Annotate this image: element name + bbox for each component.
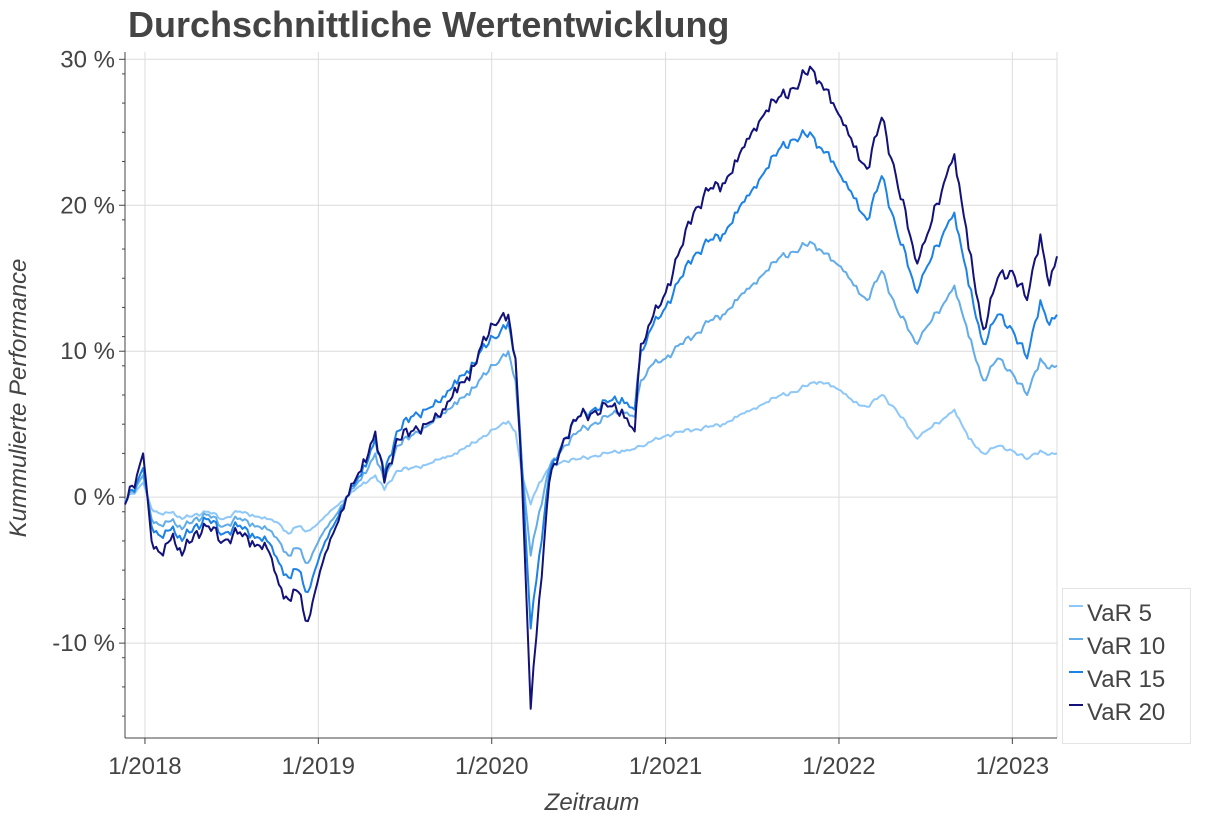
axes <box>119 52 1057 744</box>
x-axis-title: Zeitraum <box>544 789 640 816</box>
grid-lines <box>125 52 1058 738</box>
x-tick-label: 1/2020 <box>455 753 528 780</box>
series-line-var5 <box>124 380 1058 535</box>
legend-label: VaR 10 <box>1087 633 1166 660</box>
series-line-var20 <box>124 65 1058 710</box>
legend-swatch <box>1069 704 1083 706</box>
series-lines <box>124 65 1058 710</box>
legend-item-var20[interactable]: VaR 20 <box>1069 698 1165 728</box>
x-tick-label: 1/2019 <box>282 753 355 780</box>
legend-swatch <box>1069 671 1083 673</box>
x-tick-label: 1/2022 <box>802 753 875 780</box>
legend-swatch <box>1069 605 1083 607</box>
legend-item-var5[interactable]: VaR 5 <box>1069 599 1152 629</box>
legend-label: VaR 5 <box>1087 600 1152 627</box>
tick-labels: -10 % 0 % 10 % 20 % 30 % 1/2018 1/2019 1/2020 1/… <box>52 46 1049 780</box>
y-tick-label: 0 % <box>74 484 115 511</box>
legend-item-var10[interactable]: VaR 10 <box>1069 632 1165 662</box>
y-tick-label: 10 % <box>60 338 115 365</box>
legend-label: VaR 20 <box>1087 699 1166 726</box>
y-tick-label: 20 % <box>60 192 115 219</box>
series-line-var10 <box>124 240 1058 564</box>
legend-item-var15[interactable]: VaR 15 <box>1069 665 1165 695</box>
y-tick-label: 30 % <box>60 46 115 73</box>
x-tick-label: 1/2018 <box>108 753 181 780</box>
chart-legend: VaR 5 VaR 10 VaR 15 VaR 20 <box>1062 588 1191 744</box>
series-line-var15 <box>124 129 1058 630</box>
legend-swatch <box>1069 638 1083 640</box>
x-tick-label: 1/2023 <box>976 753 1049 780</box>
y-tick-label: -10 % <box>52 630 115 657</box>
legend-label: VaR 15 <box>1087 666 1166 693</box>
y-axis-title: Kummulierte Performance <box>5 259 32 538</box>
x-tick-label: 1/2021 <box>629 753 702 780</box>
chart-title: Durchschnittliche Wertentwicklung <box>128 4 730 45</box>
